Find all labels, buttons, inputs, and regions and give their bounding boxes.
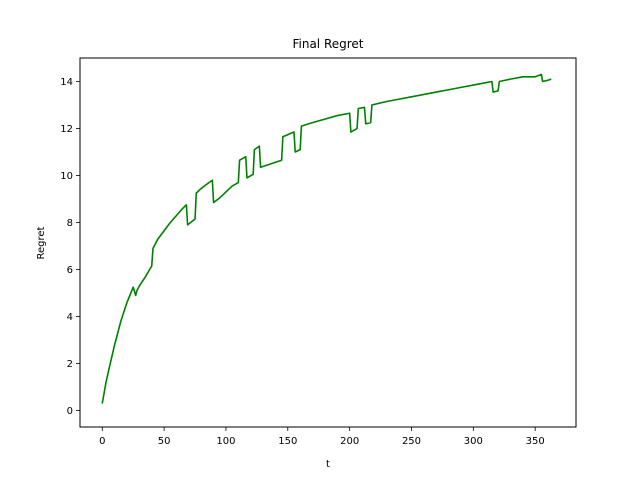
x-axis-label: t bbox=[326, 459, 330, 470]
x-tick-label: 100 bbox=[216, 436, 235, 447]
ticks-layer: 0 50 100 150 200 250 300 350 0 2 4 6 8 10 12 14 bbox=[60, 77, 544, 447]
plot-area bbox=[101, 73, 552, 404]
plot-frame bbox=[79, 57, 577, 428]
y-tick-label: 0 bbox=[67, 406, 73, 417]
y-tick-label: 8 bbox=[67, 218, 73, 229]
x-tick-label: 0 bbox=[99, 436, 105, 447]
x-tick-label: 350 bbox=[526, 436, 545, 447]
y-tick-label: 2 bbox=[67, 359, 73, 370]
x-tick-label: 300 bbox=[464, 436, 483, 447]
y-axis-label: Regret bbox=[36, 226, 47, 259]
x-tick-label: 150 bbox=[278, 436, 297, 447]
x-tick-label: 50 bbox=[158, 436, 171, 447]
y-tick-label: 14 bbox=[60, 77, 73, 88]
y-tick-label: 4 bbox=[67, 312, 73, 323]
y-tick-label: 10 bbox=[60, 171, 73, 182]
x-tick-label: 250 bbox=[402, 436, 421, 447]
y-tick-label: 12 bbox=[60, 124, 73, 135]
series-line bbox=[101, 73, 552, 404]
y-tick-label: 6 bbox=[67, 265, 73, 276]
x-tick-label: 200 bbox=[340, 436, 359, 447]
chart-title: Final Regret bbox=[292, 37, 363, 51]
